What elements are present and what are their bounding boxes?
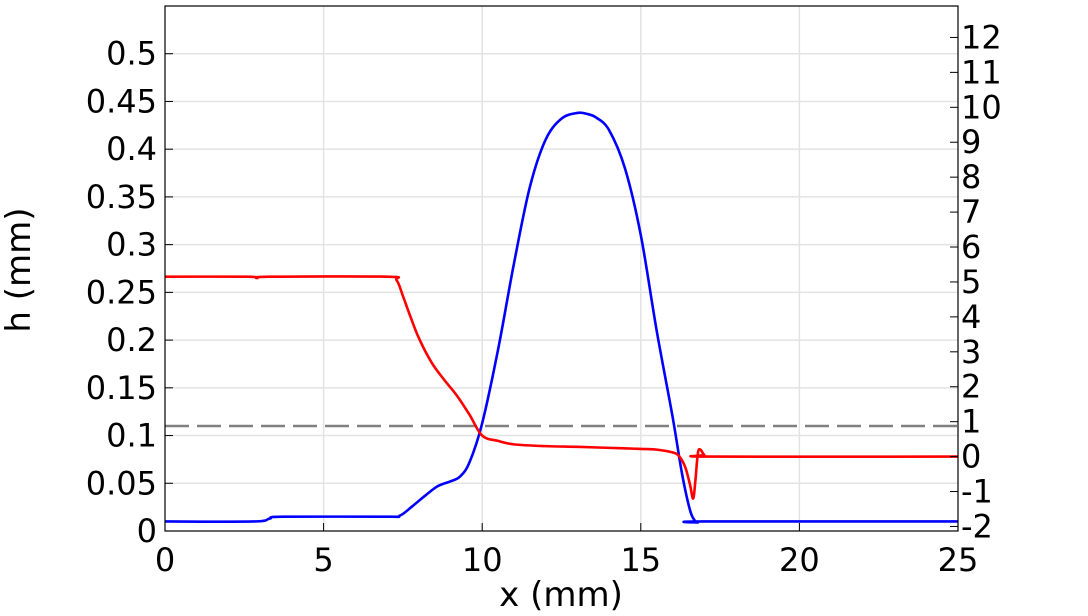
y-tick-label: 0 xyxy=(137,512,157,550)
x-ticks: 0 5 10 15 20 25 xyxy=(155,523,979,579)
y-tick-label: 0.35 xyxy=(86,178,157,216)
x-axis-label: x (mm) xyxy=(499,575,623,615)
x-tick-label: 15 xyxy=(620,541,661,579)
y-tick-label: 0.2 xyxy=(106,321,157,359)
series-lines xyxy=(164,111,959,524)
y-axis-label: h (mm) xyxy=(0,207,39,332)
y2-tick-label: -2 xyxy=(961,507,993,545)
x-tick-label: 5 xyxy=(313,541,333,579)
x-tick-label: 0 xyxy=(155,541,175,579)
y2-tick-label: 9 xyxy=(961,123,981,161)
y-tick-label: 0.1 xyxy=(106,417,157,455)
y2-tick-label: 12 xyxy=(961,18,1002,56)
y-tick-label: 0.4 xyxy=(106,130,157,168)
y2-tick-label: 8 xyxy=(961,158,981,196)
x-tick-label: 25 xyxy=(938,541,979,579)
y2-tick-label: 11 xyxy=(961,53,1002,91)
y2-tick-label: 6 xyxy=(961,228,981,266)
y2-tick-label: 2 xyxy=(961,368,981,406)
y-tick-label: 0.25 xyxy=(86,273,157,311)
y-tick-label: 0.3 xyxy=(106,226,157,264)
y2-tick-label: 3 xyxy=(961,333,981,371)
y2-tick-label: 7 xyxy=(961,193,981,231)
series-line-blue xyxy=(164,111,959,524)
y-tick-label: 0.5 xyxy=(106,35,157,73)
y2-tick-label: 5 xyxy=(961,263,981,301)
y2-tick-label: 1 xyxy=(961,403,981,441)
series-line-red xyxy=(164,275,959,500)
y2-tick-label: 0 xyxy=(961,438,981,476)
x-tick-label: 10 xyxy=(462,541,503,579)
y-tick-label: 0.15 xyxy=(86,369,157,407)
y2-tick-label: 4 xyxy=(961,298,981,336)
grid xyxy=(165,6,958,531)
y-tick-label: 0.45 xyxy=(86,82,157,120)
x-tick-label: 20 xyxy=(779,541,820,579)
y-tick-label: 0.05 xyxy=(86,464,157,502)
plot-frame xyxy=(164,5,959,532)
y2-tick-label: 10 xyxy=(961,88,1002,126)
y-ticks: 0 0.05 0.1 0.15 0.2 0.25 0.3 0.35 0.4 0.45 0.5 xyxy=(86,35,173,550)
y2-tick-label: -1 xyxy=(961,473,993,511)
